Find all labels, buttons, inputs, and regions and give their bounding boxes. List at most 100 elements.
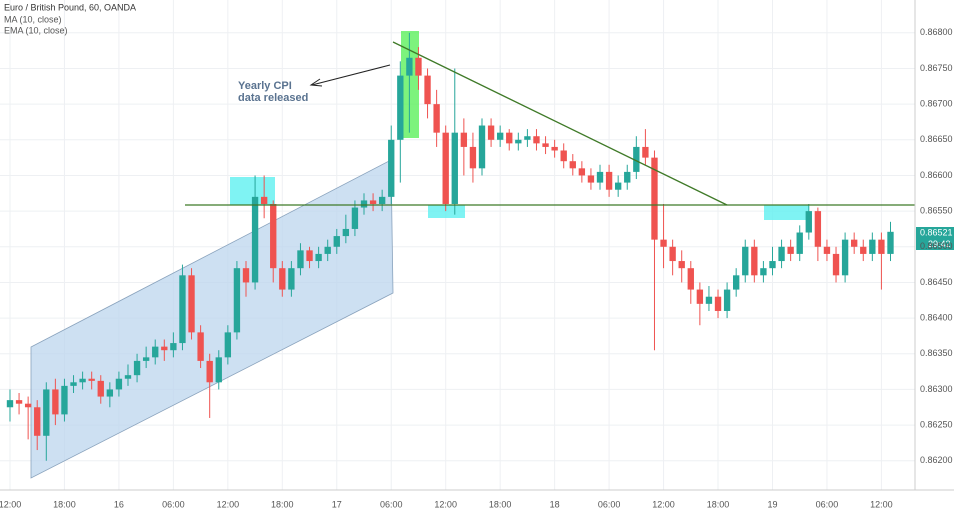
candle-body: [469, 146, 477, 169]
candle-body: [560, 150, 567, 162]
annotation: Yearly CPI: [238, 80, 292, 92]
candle-body: [215, 357, 222, 383]
x-tick-label: 18:00: [53, 499, 76, 509]
candle-body: [823, 246, 831, 254]
x-tick-label: 12:00: [217, 499, 240, 509]
countdown: 29:42: [928, 239, 951, 249]
candle-body: [551, 146, 558, 151]
candle-body: [669, 246, 676, 262]
candle-body: [769, 261, 776, 269]
y-tick-label: 0.86500: [920, 241, 953, 251]
candle-body: [297, 250, 304, 269]
candle-body: [161, 346, 168, 351]
annotation: data released: [238, 92, 308, 104]
x-tick-label: 12:00: [0, 499, 21, 509]
y-tick-label: 0.86250: [920, 419, 953, 429]
x-tick-label: 12:00: [652, 499, 675, 509]
candle-body: [70, 382, 77, 386]
candle-body: [324, 246, 331, 254]
candle-body: [805, 211, 812, 233]
candle-body: [43, 389, 50, 436]
candle-body: [133, 360, 141, 376]
candle-body: [333, 236, 340, 247]
candle-body: [224, 332, 232, 358]
candle-body: [79, 378, 86, 383]
candle-body: [614, 182, 622, 190]
candle-body: [270, 203, 277, 269]
candle-body: [6, 400, 14, 408]
candle-body: [170, 343, 177, 351]
arrow: [311, 64, 391, 86]
candle-body: [115, 378, 123, 390]
candle-body: [451, 132, 458, 204]
candle-body: [251, 196, 259, 283]
candle-body: [660, 239, 667, 247]
candle-body: [678, 261, 685, 269]
candle-body: [360, 200, 368, 208]
candle-body: [152, 346, 159, 358]
x-tick-label: 18:00: [707, 499, 730, 509]
highlight-box: [428, 205, 465, 218]
candle-body: [496, 132, 504, 140]
candle-body: [878, 239, 885, 254]
candles: [6, 32, 894, 461]
candle-body: [651, 157, 658, 240]
y-tick-label: 0.86350: [920, 348, 953, 358]
candle-body: [288, 268, 295, 290]
candle-body: [605, 171, 613, 190]
candle-body: [887, 231, 894, 254]
candle-body: [351, 207, 359, 229]
candle-body: [796, 232, 803, 254]
candle-body: [24, 403, 32, 408]
candle-body: [524, 136, 531, 140]
candle-body: [260, 196, 268, 204]
candle-body: [506, 132, 513, 144]
candle-body: [442, 132, 449, 204]
candle-body: [860, 246, 867, 254]
candle-body: [478, 125, 486, 169]
x-tick-label: 18:00: [489, 499, 512, 509]
candle-body: [814, 211, 822, 247]
candle-body: [342, 228, 350, 237]
candle-body: [742, 246, 749, 276]
candle-body: [732, 275, 740, 290]
last-price-box: [916, 227, 954, 239]
candle-body: [388, 139, 395, 197]
candle-body: [487, 125, 495, 140]
candle-body: [433, 104, 440, 133]
y-tick-label: 0.86300: [920, 384, 953, 394]
chart-title: Euro / British Pound, 60, OANDA: [4, 2, 136, 12]
candle-body: [306, 250, 313, 262]
x-tick-label: 06:00: [162, 499, 185, 509]
y-tick-label: 0.86600: [920, 170, 953, 180]
y-tick-label: 0.86750: [920, 63, 953, 73]
candle-body: [841, 239, 849, 276]
candle-body: [106, 389, 114, 397]
indicator-label: EMA (10, close): [4, 25, 68, 35]
candle-body: [533, 136, 540, 144]
y-tick-label: 0.86800: [920, 27, 953, 37]
candle-body: [415, 57, 422, 76]
candle-body: [460, 132, 468, 147]
candle-body: [34, 407, 41, 436]
y-tick-label: 0.86700: [920, 99, 953, 109]
candle-body: [760, 268, 767, 276]
candle-body: [751, 246, 758, 276]
x-tick-label: 06:00: [816, 499, 839, 509]
candle-body: [578, 168, 586, 176]
candle-body: [714, 296, 722, 311]
indicator-label: MA (10, close): [4, 14, 62, 24]
candle-body: [378, 196, 386, 204]
last-price: 0.86521: [920, 227, 953, 237]
candle-body: [61, 385, 68, 415]
y-tick-label: 0.86200: [920, 455, 953, 465]
candle-body: [97, 380, 104, 397]
y-tick-label: 0.86550: [920, 205, 953, 215]
candle-body: [587, 175, 595, 183]
candle-body: [315, 253, 322, 262]
candle-body: [88, 378, 95, 381]
candle-body: [569, 161, 576, 169]
x-tick-label: 18:00: [271, 499, 294, 509]
y-tick-label: 0.86450: [920, 277, 953, 287]
